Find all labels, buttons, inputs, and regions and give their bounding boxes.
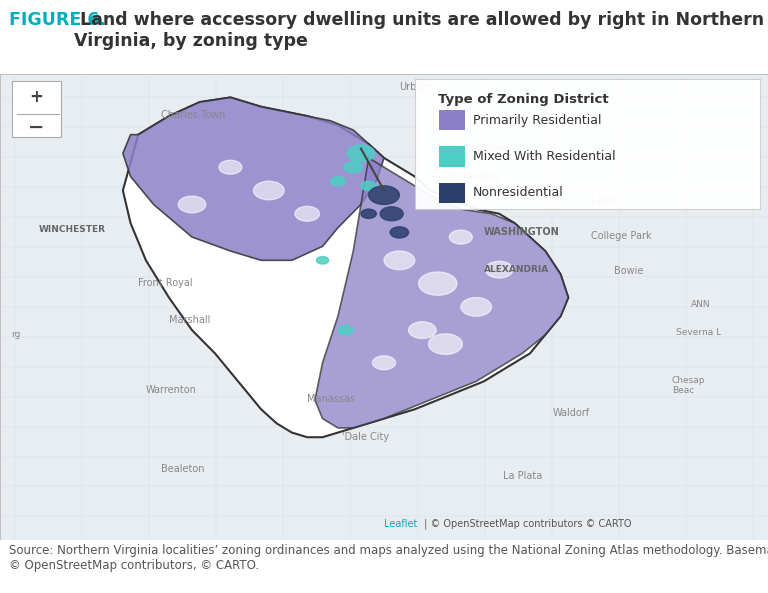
Text: Marshall: Marshall <box>169 315 210 325</box>
Circle shape <box>485 262 513 278</box>
Text: −: − <box>28 118 45 137</box>
Circle shape <box>219 160 242 174</box>
Circle shape <box>178 196 206 213</box>
Text: Source: Northern Virginia localities’ zoning ordinances and maps analyzed using : Source: Northern Virginia localities’ zo… <box>9 544 768 572</box>
Circle shape <box>295 206 319 221</box>
Text: ALEXANDRIA: ALEXANDRIA <box>484 265 549 274</box>
Text: Chesap
Beac: Chesap Beac <box>672 375 706 395</box>
Text: WINCHESTER: WINCHESTER <box>38 225 105 234</box>
Text: Bealeton: Bealeton <box>161 464 205 474</box>
Circle shape <box>461 298 492 316</box>
Text: Germantown: Germantown <box>445 143 508 153</box>
Text: Nonresidential: Nonresidential <box>473 186 564 199</box>
Circle shape <box>361 181 376 190</box>
Text: Gaithersburg: Gaithersburg <box>438 171 502 181</box>
FancyBboxPatch shape <box>415 79 760 209</box>
Circle shape <box>449 230 472 244</box>
Text: La Plata: La Plata <box>503 471 542 481</box>
Polygon shape <box>123 97 568 437</box>
FancyBboxPatch shape <box>439 110 465 130</box>
Text: College Park: College Park <box>591 231 652 241</box>
FancyBboxPatch shape <box>0 74 768 540</box>
Text: Leaflet: Leaflet <box>384 519 417 530</box>
Circle shape <box>369 186 399 205</box>
Text: ANN: ANN <box>691 300 711 309</box>
FancyBboxPatch shape <box>439 183 465 203</box>
Circle shape <box>429 334 462 355</box>
Text: Severna L: Severna L <box>676 328 721 337</box>
Circle shape <box>409 322 436 339</box>
Text: FIGURE 6.: FIGURE 6. <box>9 11 106 29</box>
Circle shape <box>316 257 329 264</box>
Text: Land where accessory dwelling units are allowed by right in Northern
Virginia, b: Land where accessory dwelling units are … <box>74 11 765 50</box>
Polygon shape <box>315 158 568 428</box>
Text: Primarily Residential: Primarily Residential <box>473 114 601 127</box>
Text: Charles Town: Charles Town <box>161 110 226 120</box>
Circle shape <box>390 227 409 238</box>
Text: Urbana: Urbana <box>399 82 435 93</box>
Circle shape <box>372 356 396 369</box>
FancyBboxPatch shape <box>439 146 465 167</box>
Text: | © OpenStreetMap contributors © CARTO: | © OpenStreetMap contributors © CARTO <box>421 519 631 530</box>
Text: Manassas: Manassas <box>307 394 356 404</box>
Circle shape <box>419 272 457 295</box>
Circle shape <box>380 207 403 221</box>
Text: Front Royal: Front Royal <box>138 278 193 288</box>
Circle shape <box>338 326 353 335</box>
Circle shape <box>384 251 415 270</box>
Text: Bowie: Bowie <box>614 266 644 276</box>
Circle shape <box>344 162 362 173</box>
Text: WASHINGTON: WASHINGTON <box>484 227 560 237</box>
Text: Warrenton: Warrenton <box>146 385 197 395</box>
Text: rg: rg <box>12 330 21 339</box>
Text: 'Dale City: 'Dale City <box>342 432 389 442</box>
FancyBboxPatch shape <box>12 81 61 137</box>
Text: Waldorf: Waldorf <box>553 408 590 418</box>
Text: +: + <box>29 88 43 106</box>
Text: Laurel: Laurel <box>591 196 621 206</box>
Circle shape <box>253 181 284 200</box>
Text: Mixed With Residential: Mixed With Residential <box>473 150 616 163</box>
Text: Type of Zoning District: Type of Zoning District <box>438 93 608 106</box>
Circle shape <box>347 145 375 162</box>
Circle shape <box>330 177 346 186</box>
Circle shape <box>361 209 376 218</box>
Polygon shape <box>123 97 384 260</box>
